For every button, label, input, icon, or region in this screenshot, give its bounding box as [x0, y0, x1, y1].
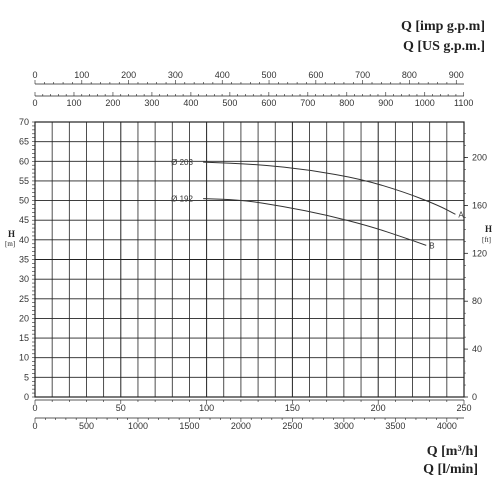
axes	[32, 80, 468, 422]
left-tick-label: 10	[19, 353, 29, 363]
imp-tick-label: 800	[402, 70, 417, 80]
series-curve-1	[203, 161, 456, 215]
m3h-tick-label: 100	[199, 403, 214, 413]
right-tick-label: 0	[472, 392, 477, 402]
imp-tick-label: 200	[121, 70, 136, 80]
us-tick-label: 400	[183, 98, 198, 108]
imp-tick-label: 400	[215, 70, 230, 80]
lmin-tick-label: 3000	[334, 421, 354, 431]
unit-lmin: Q [l/min]	[423, 462, 478, 477]
plot-frame	[34, 121, 465, 398]
us-tick-label: 800	[339, 98, 354, 108]
right-tick-label: 200	[472, 153, 487, 163]
imp-tick-label: 900	[449, 70, 464, 80]
lmin-tick-label: 2500	[282, 421, 302, 431]
right-tick-label: 120	[472, 248, 487, 258]
imp-tick-label: 100	[74, 70, 89, 80]
left-tick-label: 15	[19, 333, 29, 343]
unit-m3h: Q [m³/h]	[427, 444, 478, 459]
tick-labels: 0510152025303540455055606570040801201602…	[19, 70, 487, 431]
us-tick-label: 200	[105, 98, 120, 108]
series-curve-2	[203, 198, 427, 246]
m3h-tick-label: 200	[371, 403, 386, 413]
lmin-tick-label: 0	[32, 421, 37, 431]
imp-tick-label: 0	[32, 70, 37, 80]
us-tick-label: 600	[261, 98, 276, 108]
us-tick-label: 300	[144, 98, 159, 108]
lmin-tick-label: 2000	[231, 421, 251, 431]
left-tick-label: 0	[24, 392, 29, 402]
imp-tick-label: 700	[355, 70, 370, 80]
right-tick-label: 160	[472, 200, 487, 210]
left-tick-label: 45	[19, 215, 29, 225]
lmin-tick-label: 500	[79, 421, 94, 431]
left-axis-unit: [m]	[5, 240, 15, 248]
m3h-tick-label: 50	[116, 403, 126, 413]
left-tick-label: 25	[19, 294, 29, 304]
us-tick-label: 1000	[415, 98, 435, 108]
m3h-tick-label: 0	[32, 403, 37, 413]
right-tick-label: 40	[472, 344, 482, 354]
lmin-tick-label: 1000	[128, 421, 148, 431]
unit-us-gpm: Q [US g.p.m.]	[403, 39, 485, 54]
series-name-1: Ø 203	[171, 158, 193, 167]
us-tick-label: 100	[66, 98, 81, 108]
curves: Ø 203 A Ø 192 B	[171, 158, 464, 250]
imp-tick-label: 300	[168, 70, 183, 80]
right-axis-unit: [ft]	[482, 236, 491, 244]
right-axis-label: H	[485, 224, 492, 234]
left-tick-label: 5	[24, 372, 29, 382]
left-tick-label: 55	[19, 176, 29, 186]
left-tick-label: 35	[19, 255, 29, 265]
us-tick-label: 500	[222, 98, 237, 108]
left-tick-label: 40	[19, 235, 29, 245]
us-tick-label: 700	[300, 98, 315, 108]
right-tick-label: 80	[472, 296, 482, 306]
left-axis-label: H	[8, 229, 15, 239]
us-tick-label: 1100	[454, 98, 473, 108]
lmin-tick-label: 4000	[437, 421, 457, 431]
left-tick-label: 50	[19, 196, 29, 206]
unit-imp-gpm: Q [imp g.p.m]	[401, 19, 485, 34]
m3h-tick-label: 250	[456, 403, 471, 413]
m3h-tick-label: 150	[285, 403, 300, 413]
lmin-tick-label: 1500	[179, 421, 199, 431]
left-tick-label: 65	[19, 137, 29, 147]
us-tick-label: 0	[32, 98, 37, 108]
series-name-2: Ø 192	[171, 195, 193, 204]
left-tick-label: 60	[19, 156, 29, 166]
series-end-label-2: B	[429, 241, 434, 250]
lmin-tick-label: 3500	[385, 421, 405, 431]
left-tick-label: 20	[19, 313, 29, 323]
left-tick-label: 70	[19, 117, 29, 127]
series-end-label-1: A	[458, 210, 464, 219]
imp-tick-label: 500	[262, 70, 277, 80]
imp-tick-label: 600	[308, 70, 323, 80]
grid	[34, 121, 465, 398]
left-tick-label: 30	[19, 274, 29, 284]
us-tick-label: 900	[378, 98, 393, 108]
